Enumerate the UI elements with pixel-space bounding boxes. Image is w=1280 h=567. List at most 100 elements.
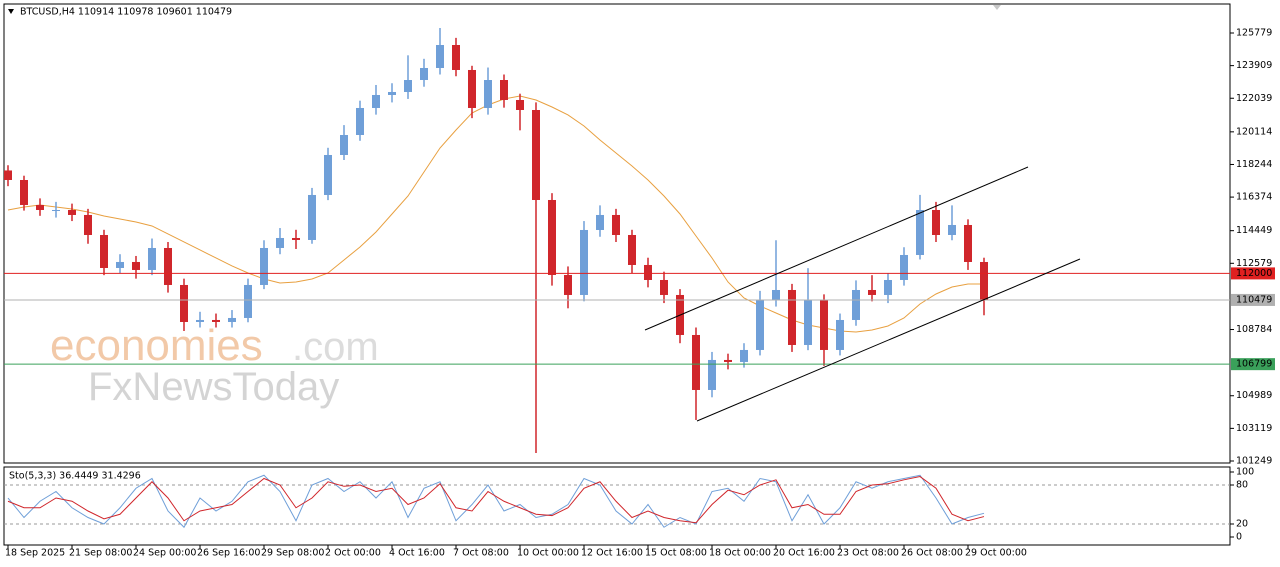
candle-body <box>532 109 540 200</box>
candle-body <box>820 299 828 350</box>
candle-body <box>692 334 700 390</box>
candle-body <box>340 134 348 155</box>
candle-body <box>948 224 956 235</box>
candle-body <box>420 67 428 81</box>
x-tick-label: 7 Oct 08:00 <box>453 548 509 559</box>
candle-body <box>964 224 972 262</box>
candle-body <box>212 319 220 322</box>
candle-body <box>116 261 124 268</box>
watermark: economies <box>50 321 263 370</box>
x-tick-label: 4 Oct 16:00 <box>389 548 445 559</box>
y-tick-label: 114449 <box>1236 225 1272 236</box>
x-tick-label: 26 Sep 16:00 <box>197 548 260 559</box>
candle-body <box>388 91 396 95</box>
candle-body <box>644 264 652 280</box>
candle-body <box>148 247 156 270</box>
x-tick-label: 15 Oct 08:00 <box>645 548 707 559</box>
y-tick-label: 101249 <box>1236 455 1272 466</box>
oscillator-panel <box>3 466 1231 546</box>
x-tick-label: 18 Sep 2025 <box>5 548 65 559</box>
price-level-label: 110479 <box>1236 294 1272 305</box>
candle-body <box>372 94 380 108</box>
candle-body <box>196 319 204 322</box>
y-tick-label: 120114 <box>1236 126 1272 137</box>
menu-arrow[interactable] <box>8 9 14 14</box>
watermark: FxNewsToday <box>88 365 339 409</box>
candle-body <box>580 229 588 295</box>
channel-line[interactable] <box>696 258 1081 422</box>
shift-marker <box>993 5 1001 10</box>
price-level-box <box>1231 358 1275 371</box>
candle-body <box>180 284 188 322</box>
channel-line[interactable] <box>644 166 1029 331</box>
y-tick-label: 123909 <box>1236 60 1272 71</box>
candle-body <box>516 99 524 110</box>
candle-body <box>4 170 12 180</box>
candle-body <box>164 247 172 285</box>
candle-body <box>36 204 44 210</box>
price-level-box <box>1231 267 1275 280</box>
candle-body <box>324 154 332 195</box>
price-level-label: 112000 <box>1236 268 1272 279</box>
candle-body <box>356 107 364 135</box>
candle-body <box>244 284 252 318</box>
x-tick-label: 29 Oct 00:00 <box>965 548 1027 559</box>
oscillator-title: Sto(5,3,3) 36.4449 31.4296 <box>9 471 141 482</box>
x-tick-label: 29 Sep 08:00 <box>261 548 324 559</box>
y-tick-label: 100 <box>1236 467 1254 478</box>
x-tick-label: 20 Oct 16:00 <box>773 548 835 559</box>
candle-body <box>308 194 316 240</box>
candle-body <box>772 289 780 300</box>
y-tick-label: 104989 <box>1236 390 1272 401</box>
x-tick-label: 18 Oct 00:00 <box>709 548 771 559</box>
candle-body <box>756 299 764 350</box>
watermark: .com <box>292 325 379 369</box>
candle-body <box>564 274 572 295</box>
candle-body <box>452 45 460 70</box>
y-tick-label: 103119 <box>1236 423 1272 434</box>
chart-title: BTCUSD,H4 110914 110978 109601 110479 <box>20 7 232 18</box>
candle-body <box>260 247 268 285</box>
x-tick-label: 23 Oct 08:00 <box>837 548 899 559</box>
candle-body <box>132 261 140 270</box>
x-tick-label: 24 Sep 00:00 <box>133 548 196 559</box>
candle-body <box>68 209 76 215</box>
y-tick-label: 122039 <box>1236 93 1272 104</box>
candle-body <box>932 209 940 235</box>
candle-body <box>900 254 908 280</box>
candle-body <box>612 214 620 235</box>
candle-body <box>468 69 476 108</box>
candle-body <box>724 359 732 362</box>
candle-body <box>868 289 876 295</box>
x-tick-label: 12 Oct 16:00 <box>581 548 643 559</box>
candle-body <box>84 214 92 235</box>
x-tick-label: 10 Oct 00:00 <box>517 548 579 559</box>
y-tick-label: 125779 <box>1236 27 1272 38</box>
oscillator-line <box>7 476 985 524</box>
y-tick-label: 116374 <box>1236 192 1272 203</box>
x-tick-label: 26 Oct 08:00 <box>901 548 963 559</box>
y-tick-label: 108784 <box>1236 324 1272 335</box>
candle-body <box>916 209 924 255</box>
price-level-label: 106799 <box>1236 359 1272 370</box>
candle-body <box>740 349 748 362</box>
x-tick-label: 2 Oct 00:00 <box>325 548 381 559</box>
candle-body <box>52 209 60 211</box>
candle-body <box>276 237 284 248</box>
candle-body <box>660 279 668 295</box>
candle-body <box>708 359 716 390</box>
candle-body <box>100 234 108 268</box>
y-tick-label: 80 <box>1236 480 1248 491</box>
candle-body <box>500 80 508 100</box>
x-tick-label: 21 Sep 08:00 <box>69 548 132 559</box>
y-tick-label: 118244 <box>1236 159 1272 170</box>
candle-body <box>436 45 444 68</box>
y-tick-label: 20 <box>1236 519 1248 530</box>
oscillator-line <box>7 474 985 529</box>
candle-body <box>836 319 844 350</box>
y-tick-label: 112579 <box>1236 258 1272 269</box>
candle-body <box>484 80 492 108</box>
candle-body <box>548 199 556 275</box>
candle-body <box>404 80 412 92</box>
